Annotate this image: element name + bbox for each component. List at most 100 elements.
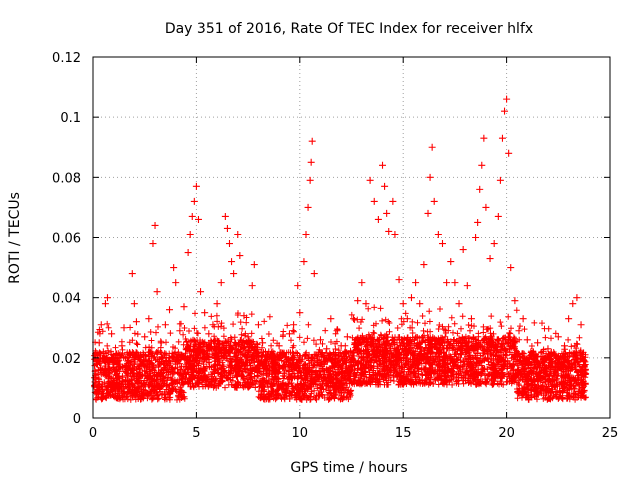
y-tick-label: 0.04	[52, 292, 81, 307]
data-point	[463, 282, 471, 290]
data-point	[194, 215, 202, 223]
y-tick-label: 0.06	[52, 232, 81, 247]
data-point	[236, 252, 244, 260]
data-point	[310, 270, 318, 278]
data-point	[114, 357, 122, 365]
data-point	[379, 161, 387, 169]
data-point	[486, 255, 494, 263]
data-point	[416, 300, 424, 308]
data-point	[234, 230, 242, 238]
data-point	[505, 149, 513, 157]
data-point	[565, 315, 573, 323]
data-point	[240, 312, 248, 320]
data-point	[213, 300, 221, 308]
data-point	[476, 185, 484, 193]
data-point	[412, 279, 420, 287]
data-point	[507, 264, 515, 272]
data-point	[385, 227, 393, 235]
data-point	[228, 258, 236, 266]
data-point	[381, 182, 389, 190]
data-point	[141, 333, 149, 341]
x-tick-label: 25	[602, 426, 619, 441]
data-point	[569, 300, 577, 308]
y-axis-label: ROTI / TECUs	[7, 192, 23, 284]
data-point	[184, 249, 192, 257]
data-point	[205, 330, 213, 338]
data-point	[534, 339, 542, 347]
data-point	[188, 212, 196, 220]
y-tick-label: 0.02	[52, 352, 81, 367]
data-point	[99, 348, 107, 356]
data-point	[561, 342, 569, 350]
data-point	[106, 369, 114, 377]
data-point	[118, 342, 126, 350]
data-point	[391, 230, 399, 238]
data-point	[304, 203, 312, 211]
data-point	[95, 339, 103, 347]
data-point	[407, 294, 415, 302]
data-point	[128, 270, 136, 278]
data-point	[180, 303, 188, 311]
data-point	[366, 176, 374, 184]
x-tick-label: 20	[498, 426, 515, 441]
data-point	[478, 161, 486, 169]
data-point	[399, 300, 407, 308]
data-point	[161, 321, 169, 329]
data-point	[316, 336, 324, 344]
x-axis-label: GPS time / hours	[290, 460, 407, 476]
data-point	[279, 351, 287, 359]
data-point	[290, 321, 298, 329]
data-point	[209, 321, 217, 329]
data-point	[354, 297, 362, 305]
data-point	[300, 258, 308, 266]
data-point	[153, 288, 161, 296]
data-point	[467, 315, 475, 323]
data-point	[259, 339, 267, 347]
data-point	[573, 294, 581, 302]
data-point	[395, 276, 403, 284]
data-point	[149, 240, 157, 248]
data-point	[157, 339, 165, 347]
x-tick-label: 0	[89, 426, 97, 441]
y-tick-label: 0.1	[60, 111, 81, 126]
data-point	[523, 336, 531, 344]
data-point	[265, 348, 273, 356]
data-point	[103, 294, 111, 302]
data-point	[343, 333, 351, 341]
data-point	[186, 230, 194, 238]
data-point	[308, 137, 316, 145]
data-point	[447, 258, 455, 266]
data-point	[248, 282, 256, 290]
data-point	[501, 107, 509, 115]
x-axis-ticks: 0 5 10 15 20 25	[89, 57, 618, 441]
data-points	[91, 95, 589, 389]
data-point	[544, 345, 552, 353]
data-point	[151, 221, 159, 229]
y-tick-label: 0.08	[52, 171, 81, 186]
data-point	[120, 324, 128, 332]
data-point	[302, 230, 310, 238]
data-point	[230, 270, 238, 278]
data-point	[424, 209, 432, 217]
data-point	[307, 158, 315, 166]
data-point	[192, 182, 200, 190]
noise-band-markers	[91, 304, 590, 403]
data-point	[498, 134, 506, 142]
data-point	[527, 351, 535, 359]
data-point	[145, 315, 153, 323]
data-point	[93, 360, 101, 368]
data-point	[389, 197, 397, 205]
data-point	[172, 279, 180, 287]
data-point	[108, 330, 116, 338]
data-point	[443, 279, 451, 287]
data-point	[101, 300, 109, 308]
data-point	[459, 246, 467, 254]
data-point	[519, 315, 527, 323]
data-point	[550, 351, 558, 359]
data-point	[217, 279, 225, 287]
data-point	[130, 300, 138, 308]
data-point	[333, 327, 341, 335]
data-point	[496, 176, 504, 184]
data-point	[403, 315, 411, 323]
